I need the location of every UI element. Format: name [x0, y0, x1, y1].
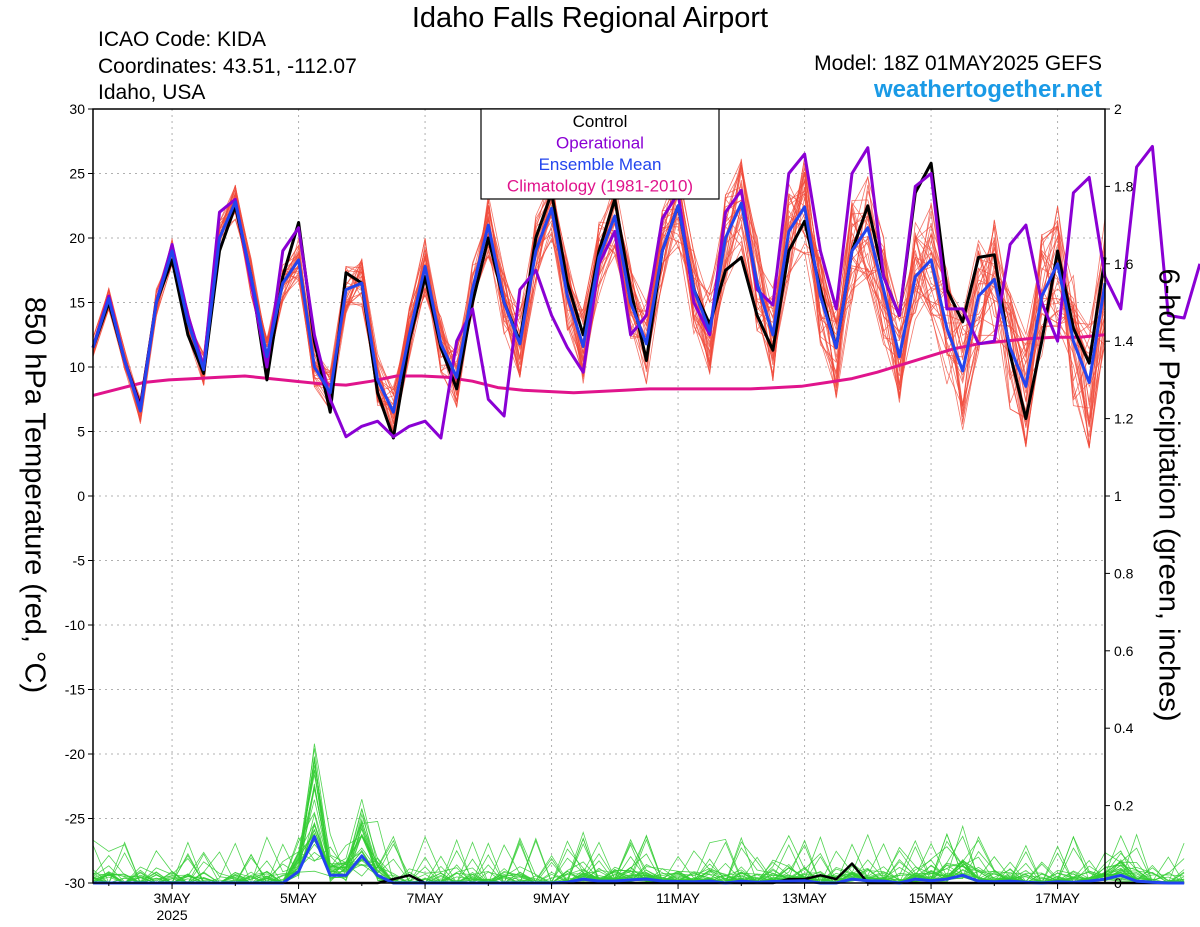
x-tick-label: 7MAY — [407, 890, 445, 906]
temp-member-line — [92, 177, 1106, 432]
x-year-label: 2025 — [156, 907, 187, 923]
precip-member-line — [92, 748, 1185, 884]
y-tick-label-left: -20 — [65, 746, 85, 762]
x-tick-label: 15MAY — [909, 890, 955, 906]
x-tick-label: 3MAY — [154, 890, 192, 906]
y-tick-label-right: 1.4 — [1114, 333, 1134, 349]
y-tick-label-right: 0.8 — [1114, 565, 1134, 581]
coordinates: Coordinates: 43.51, -112.07 — [98, 55, 357, 78]
ensemble-mean-line — [91, 200, 1107, 414]
x-tick-label: 9MAY — [533, 890, 571, 906]
y-tick-label-left: 0 — [77, 488, 85, 504]
y-axis-label-left: 850 hPa Temperature (red, °C) — [18, 296, 51, 694]
y-tick-label-left: -15 — [65, 682, 85, 698]
legend-box — [480, 108, 720, 200]
precip-member-line — [92, 821, 1185, 884]
y-tick-label-right: 1.2 — [1114, 411, 1134, 427]
legend-entry: Control — [573, 112, 628, 131]
y-tick-label-left: 5 — [77, 424, 85, 440]
legend-entry: Ensemble Mean — [539, 155, 662, 174]
y-tick-label-right: 1 — [1114, 488, 1122, 504]
y-tick-label-left: 15 — [69, 295, 85, 311]
y-tick-label-right: 0.4 — [1114, 720, 1134, 736]
precip-member-line — [92, 836, 1185, 884]
ensemble-members — [92, 157, 1185, 885]
y-tick-label-right: 0 — [1114, 875, 1122, 891]
x-tick-label: 17MAY — [1035, 890, 1081, 906]
region: Idaho, USA — [98, 81, 206, 104]
page-title: Idaho Falls Regional Airport — [411, 2, 769, 34]
y-tick-label-left: 25 — [69, 166, 85, 182]
climatology-line — [92, 333, 1106, 397]
temp-member-line — [92, 172, 1106, 449]
legend-entry: Operational — [556, 134, 644, 153]
y-tick-label-right: 1.8 — [1114, 178, 1134, 194]
y-tick-label-left: -30 — [65, 875, 85, 891]
y-tick-label-left: -25 — [65, 811, 85, 827]
y-tick-label-right: 0.6 — [1114, 643, 1134, 659]
series-lines — [91, 144, 1200, 885]
site-link[interactable]: weathertogether.net — [873, 76, 1102, 103]
y-tick-label-right: 0.2 — [1114, 798, 1134, 814]
y-tick-label-left: 20 — [69, 230, 85, 246]
axis-ticks: 302520151050-5-10-15-20-25-3021.81.61.41… — [65, 101, 1134, 923]
model-run: Model: 18Z 01MAY2025 GEFS — [814, 52, 1102, 75]
x-tick-label: 11MAY — [656, 890, 700, 906]
x-tick-label: 13MAY — [782, 890, 828, 906]
icao-code: ICAO Code: KIDA — [98, 28, 267, 51]
y-axis-label-right: 6-hour Precipitation (green, inches) — [1152, 268, 1185, 722]
y-tick-label-right: 1.6 — [1114, 256, 1134, 272]
y-tick-label-left: 10 — [69, 359, 85, 375]
y-tick-label-left: -5 — [73, 553, 86, 569]
control-line — [91, 161, 1107, 440]
y-tick-label-left: 30 — [69, 101, 85, 117]
legend: Control Operational Ensemble Mean Climatolo… — [480, 108, 720, 200]
operational-line — [91, 144, 1200, 440]
legend-entry: Climatology (1981-2010) — [507, 177, 693, 196]
y-tick-label-left: -10 — [65, 617, 85, 633]
precip-member-line — [93, 799, 1185, 884]
x-tick-label: 5MAY — [280, 890, 318, 906]
y-tick-label-right: 2 — [1114, 101, 1122, 117]
